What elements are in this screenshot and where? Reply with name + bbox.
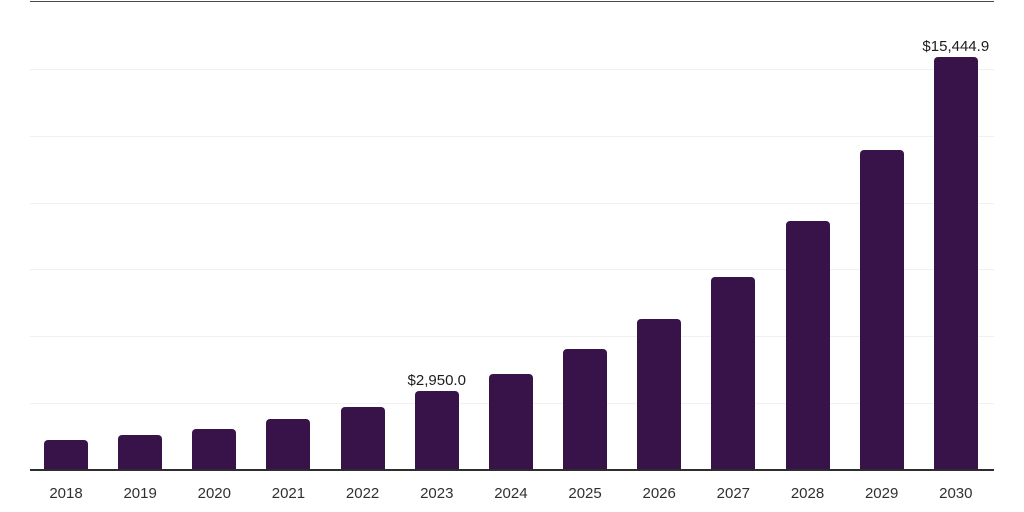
value-label-2030: $15,444.9	[922, 37, 990, 55]
x-tick-2021: 2021	[271, 485, 306, 502]
bar-2024	[488, 373, 533, 469]
x-tick-2022: 2022	[345, 485, 380, 502]
x-tick-2026: 2026	[642, 485, 676, 502]
x-tick-2023: 2023	[420, 485, 454, 502]
bar-2022	[340, 407, 385, 469]
x-axis-line	[30, 469, 994, 471]
bar-2019	[118, 435, 163, 469]
bar-2025	[563, 349, 608, 469]
plot-top-border	[30, 1, 994, 2]
x-tick-2027: 2027	[716, 485, 751, 502]
bar-2021	[266, 418, 311, 469]
bar-2029	[859, 149, 904, 469]
bar-2030	[933, 56, 978, 469]
x-tick-2029: 2029	[864, 485, 899, 502]
bar-2027	[711, 276, 756, 469]
gridline	[30, 68, 994, 70]
x-tick-2019: 2019	[123, 485, 157, 502]
bar-2020	[192, 428, 237, 469]
gridline	[30, 269, 994, 271]
bar-2023	[414, 391, 459, 469]
x-tick-2018: 2018	[49, 485, 83, 502]
x-tick-2024: 2024	[494, 485, 528, 502]
x-tick-2020: 2020	[197, 485, 231, 502]
bar-2026	[637, 318, 682, 469]
gridline	[30, 336, 994, 338]
gridline	[30, 202, 994, 204]
x-tick-2025: 2025	[568, 485, 602, 502]
x-tick-2030: 2030	[939, 485, 973, 502]
x-tick-2028: 2028	[790, 485, 825, 502]
gridline	[30, 135, 994, 137]
value-label-2023: $2,950.0	[407, 372, 466, 390]
bar-2018	[44, 439, 88, 469]
bar-2028	[785, 221, 830, 469]
